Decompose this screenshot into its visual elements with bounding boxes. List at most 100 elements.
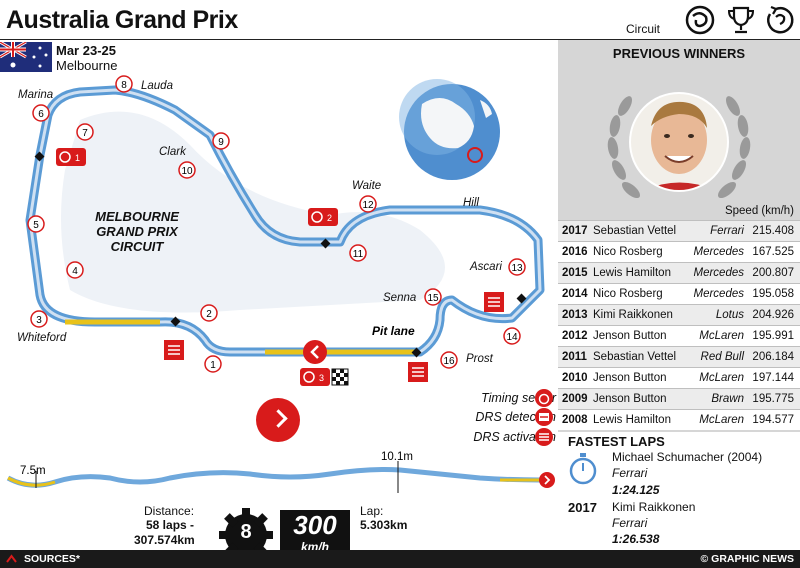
corner-10: 10 bbox=[178, 161, 196, 179]
globe-icon bbox=[399, 79, 500, 180]
elevation-high: 10.1m bbox=[381, 451, 413, 463]
corner-2: 2 bbox=[200, 304, 218, 322]
corner-7: 7 bbox=[76, 123, 94, 141]
event-dates: Mar 23-25 bbox=[56, 43, 116, 58]
corner-15: 15 bbox=[424, 288, 442, 306]
record-driver: Michael Schumacher (2004) bbox=[612, 450, 763, 464]
elevation-profile: 7.5m 10.1m bbox=[6, 451, 555, 493]
chevron-up-icon[interactable] bbox=[6, 554, 17, 564]
table-row: 2012 Jenson Button McLaren 195.991 bbox=[558, 325, 800, 346]
circuit-map: 1 2 3 4 5 6 7 8 9 10 11 12 13 14 15 16 L… bbox=[17, 75, 545, 386]
lap-icon[interactable] bbox=[764, 4, 796, 36]
header-rule bbox=[0, 39, 800, 40]
svg-text:10: 10 bbox=[181, 166, 193, 177]
fastest-laps-section: FASTEST LAPS Michael Schumacher (2004) F… bbox=[558, 432, 800, 550]
next-arrow-button[interactable] bbox=[256, 398, 300, 442]
corner-6: 6 bbox=[32, 104, 50, 122]
finish-flag-icon bbox=[331, 368, 349, 386]
gear-number: 8 bbox=[240, 521, 252, 543]
corner-name-whiteford: Whiteford bbox=[17, 332, 67, 344]
distance-laps: 58 laps - bbox=[146, 518, 195, 532]
corner-name-senna: Senna bbox=[383, 292, 416, 304]
australia-flag-icon bbox=[0, 42, 52, 72]
legend-drs-activation: DRS activation bbox=[473, 430, 556, 444]
winner-portrait bbox=[607, 92, 751, 199]
fastest-laps-title: FASTEST LAPS bbox=[568, 434, 665, 449]
corner-13: 13 bbox=[508, 258, 526, 276]
corner-5: 5 bbox=[27, 215, 45, 233]
start-direction-icon bbox=[303, 340, 327, 364]
table-row: 2013 Kimi Raikkonen Lotus 204.926 bbox=[558, 304, 800, 325]
svg-text:6: 6 bbox=[38, 109, 44, 120]
svg-text:1: 1 bbox=[210, 360, 216, 371]
lap-length: 5.303km bbox=[360, 518, 408, 532]
lap-label: Lap: bbox=[360, 504, 384, 518]
circuit-name-line-1: MELBOURNE bbox=[95, 209, 179, 224]
svg-text:9: 9 bbox=[218, 137, 224, 148]
distance-label: Distance: bbox=[144, 504, 195, 518]
winners-table: 2017 Sebastian Vettel Ferrari 215.408 2016 N… bbox=[558, 220, 800, 430]
svg-text:5: 5 bbox=[33, 220, 39, 231]
distance-km: 307.574km bbox=[134, 533, 195, 547]
table-row: 2016 Nico Rosberg Mercedes 167.525 bbox=[558, 241, 800, 262]
elevation-low: 7.5m bbox=[20, 465, 46, 477]
corner-1: 1 bbox=[204, 355, 222, 373]
fastest-year: 2017 bbox=[568, 500, 597, 515]
previous-winners-panel: PREVIOUS WINNERS Speed (km/h) 2 bbox=[558, 40, 800, 550]
page-title: Australia Grand Prix bbox=[6, 6, 238, 34]
corner-3: 3 bbox=[30, 310, 48, 328]
svg-text:8: 8 bbox=[121, 80, 127, 91]
table-row: 2011 Sebastian Vettel Red Bull 206.184 bbox=[558, 346, 800, 367]
table-row: 2014 Nico Rosberg Mercedes 195.058 bbox=[558, 283, 800, 304]
svg-text:3: 3 bbox=[319, 373, 324, 383]
stopwatch-icon bbox=[569, 453, 597, 485]
footer: SOURCES* © GRAPHIC NEWS bbox=[0, 550, 800, 568]
timing-sector-1: 1 bbox=[56, 148, 86, 166]
svg-text:3: 3 bbox=[36, 315, 42, 326]
fastest-team: Ferrari bbox=[612, 516, 648, 530]
svg-text:12: 12 bbox=[362, 200, 374, 211]
corner-16: 16 bbox=[440, 351, 458, 369]
corner-name-ascari: Ascari bbox=[469, 261, 502, 273]
fastest-driver: Kimi Raikkonen bbox=[612, 500, 696, 514]
sources-link[interactable]: SOURCES* bbox=[24, 553, 81, 565]
trophy-icon[interactable] bbox=[725, 4, 757, 36]
circuit-name-line-2: GRAND PRIX bbox=[96, 224, 179, 239]
top-speed-value: 300 bbox=[293, 510, 337, 540]
pit-lane-label: Pit lane bbox=[372, 324, 415, 338]
event-city: Melbourne bbox=[56, 58, 118, 73]
corner-name-prost: Prost bbox=[466, 353, 494, 365]
corner-9: 9 bbox=[212, 132, 230, 150]
circuit-icon[interactable] bbox=[684, 4, 716, 36]
svg-text:15: 15 bbox=[427, 293, 439, 304]
corner-14: 14 bbox=[503, 327, 521, 345]
corner-name-waite: Waite bbox=[352, 180, 381, 192]
svg-text:1: 1 bbox=[75, 153, 80, 163]
timing-sector-3: 3 bbox=[300, 368, 330, 386]
corner-12: 12 bbox=[359, 195, 377, 213]
fastest-time: 1:26.538 bbox=[612, 532, 660, 546]
circuit-tab-label[interactable]: Circuit bbox=[626, 22, 661, 36]
corner-11: 11 bbox=[349, 244, 367, 262]
credit: © GRAPHIC NEWS bbox=[700, 553, 795, 565]
speed-column-header: Speed (km/h) bbox=[724, 205, 794, 217]
svg-text:4: 4 bbox=[72, 266, 78, 277]
corner-name-lauda: Lauda bbox=[141, 80, 173, 92]
svg-text:13: 13 bbox=[511, 263, 523, 274]
timing-sector-icon bbox=[535, 389, 553, 407]
svg-text:14: 14 bbox=[506, 332, 518, 343]
circuit-name-line-3: CIRCUIT bbox=[111, 239, 165, 254]
corner-4: 4 bbox=[66, 261, 84, 279]
svg-text:7: 7 bbox=[82, 128, 88, 139]
table-row: 2017 Sebastian Vettel Ferrari 215.408 bbox=[558, 220, 800, 241]
svg-text:2: 2 bbox=[327, 213, 332, 223]
table-row: 2015 Lewis Hamilton Mercedes 200.807 bbox=[558, 262, 800, 283]
corner-8: 8 bbox=[115, 75, 133, 93]
drs-activation-icon bbox=[535, 428, 553, 446]
svg-text:2: 2 bbox=[206, 309, 212, 320]
svg-text:11: 11 bbox=[353, 249, 364, 260]
table-row: 2009 Jenson Button Brawn 195.775 bbox=[558, 388, 800, 409]
record-time: 1:24.125 bbox=[612, 483, 660, 497]
corner-name-clark: Clark bbox=[159, 146, 187, 158]
timing-sector-2: 2 bbox=[308, 208, 338, 226]
